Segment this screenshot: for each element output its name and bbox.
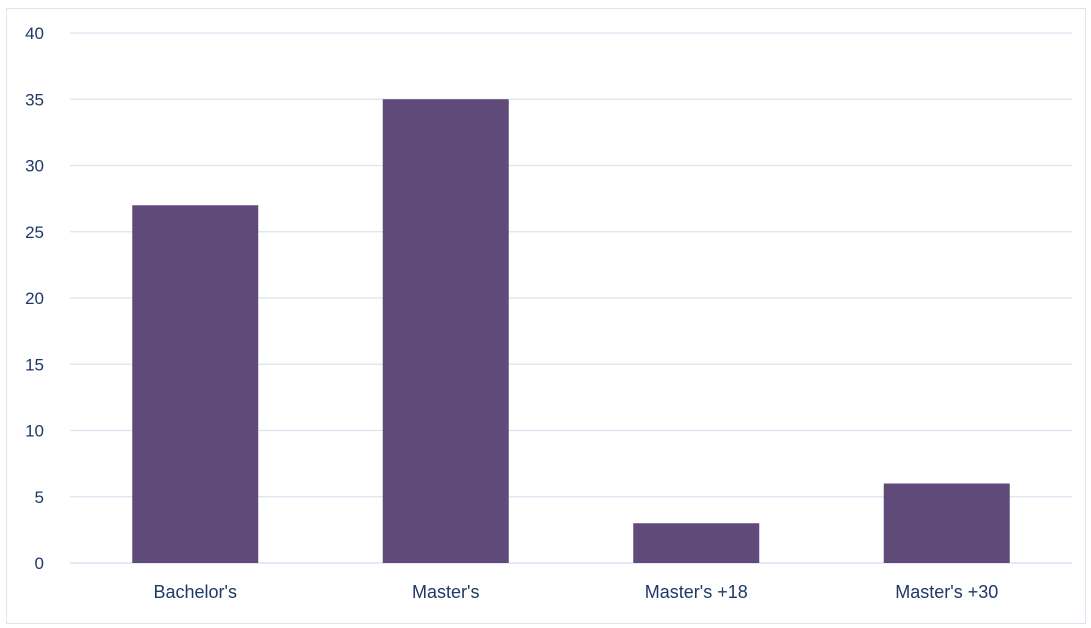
bar-1 bbox=[382, 99, 509, 563]
bar-2 bbox=[633, 523, 760, 563]
y-tick-label: 25 bbox=[25, 223, 44, 242]
x-category-label: Master's bbox=[412, 582, 479, 602]
y-tick-label: 30 bbox=[25, 157, 44, 176]
x-category-label: Master's +18 bbox=[645, 582, 748, 602]
y-tick-label: 10 bbox=[25, 422, 44, 441]
y-tick-label: 0 bbox=[35, 554, 44, 573]
bar-3 bbox=[883, 483, 1010, 563]
y-tick-label: 5 bbox=[35, 488, 44, 507]
y-tick-label: 35 bbox=[25, 90, 44, 109]
y-tick-label: 15 bbox=[25, 355, 44, 374]
y-tick-label: 40 bbox=[25, 24, 44, 43]
y-axis-tick-labels: 0 5 10 15 20 25 30 35 40 bbox=[25, 24, 44, 573]
x-axis-category-labels: Bachelor's Master's Master's +18 Master's +… bbox=[154, 582, 999, 602]
bars bbox=[132, 99, 1010, 563]
bar-0 bbox=[132, 205, 259, 563]
x-category-label: Master's +30 bbox=[895, 582, 998, 602]
x-category-label: Bachelor's bbox=[154, 582, 237, 602]
y-tick-label: 20 bbox=[25, 289, 44, 308]
